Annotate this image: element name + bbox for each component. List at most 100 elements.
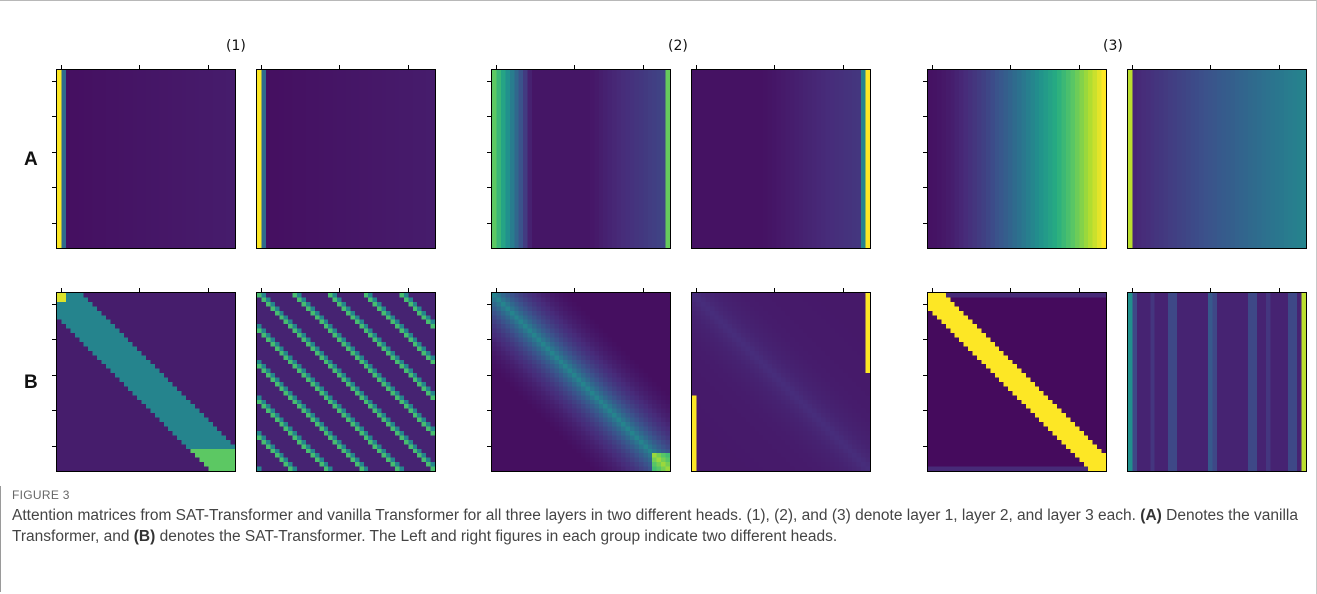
- x-axis-tick: [1209, 288, 1211, 292]
- heatmap-grid: [1128, 293, 1306, 471]
- y-axis-tick: [923, 223, 927, 225]
- x-axis-tick: [931, 288, 933, 292]
- x-axis-tick: [495, 65, 497, 69]
- x-axis-tick: [1131, 65, 1133, 69]
- y-axis-tick: [52, 80, 56, 82]
- heatmap-a2-right: [691, 65, 871, 249]
- y-axis-tick: [487, 223, 491, 225]
- y-axis-tick: [487, 151, 491, 153]
- y-axis-tick: [52, 410, 56, 412]
- y-axis-tick: [52, 303, 56, 305]
- x-axis-tick: [643, 288, 645, 292]
- y-axis-tick: [52, 151, 56, 153]
- y-axis-tick: [923, 339, 927, 341]
- heatmap-grid: [492, 70, 670, 248]
- y-axis-tick: [923, 410, 927, 412]
- row-label-b: B: [24, 372, 38, 393]
- figure-label: FIGURE 3: [12, 488, 70, 502]
- y-axis-tick: [52, 116, 56, 118]
- heatmap-grid: [57, 70, 235, 248]
- heatmap-b2-left: [487, 288, 671, 472]
- y-axis-tick: [487, 303, 491, 305]
- x-axis-tick: [695, 288, 697, 292]
- y-axis-tick: [487, 187, 491, 189]
- column-label-3: (3): [1103, 38, 1123, 54]
- y-axis-tick: [487, 80, 491, 82]
- y-axis-tick: [923, 303, 927, 305]
- y-axis-tick: [487, 339, 491, 341]
- x-axis-tick: [138, 288, 140, 292]
- heatmap-b3-right: [1127, 288, 1307, 472]
- x-axis-tick: [338, 288, 340, 292]
- caption-rule: [0, 486, 1, 592]
- x-axis-tick: [408, 65, 410, 69]
- x-axis-tick: [1009, 288, 1011, 292]
- x-axis-tick: [931, 65, 933, 69]
- x-axis-tick: [208, 288, 210, 292]
- y-axis-tick: [923, 116, 927, 118]
- heatmap-b2-right: [691, 288, 871, 472]
- y-axis-tick: [52, 374, 56, 376]
- x-axis-tick: [1131, 288, 1133, 292]
- heatmap-grid: [57, 293, 235, 471]
- row-label-a: A: [24, 149, 38, 170]
- heatmap-a3-left: [923, 65, 1107, 249]
- heatmap-a2-left: [487, 65, 671, 249]
- heatmap-grid: [257, 70, 435, 248]
- column-label-1: (1): [226, 38, 246, 54]
- y-axis-tick: [923, 374, 927, 376]
- x-axis-tick: [408, 288, 410, 292]
- heatmap-grid: [1128, 70, 1306, 248]
- heatmap-grid: [492, 293, 670, 471]
- x-axis-tick: [1079, 288, 1081, 292]
- x-axis-tick: [1079, 65, 1081, 69]
- x-axis-tick: [208, 65, 210, 69]
- caption-bold-a: (A): [1140, 507, 1162, 524]
- x-axis-tick: [260, 288, 262, 292]
- x-axis-tick: [260, 65, 262, 69]
- x-axis-tick: [1279, 65, 1281, 69]
- y-axis-tick: [487, 446, 491, 448]
- x-axis-tick: [1009, 65, 1011, 69]
- heatmap-b1-left: [52, 288, 236, 472]
- heatmap-b3-left: [923, 288, 1107, 472]
- heatmap-a1-left: [52, 65, 236, 249]
- x-axis-tick: [843, 65, 845, 69]
- x-axis-tick: [573, 65, 575, 69]
- y-axis-tick: [487, 374, 491, 376]
- x-axis-tick: [695, 65, 697, 69]
- heatmap-grid: [928, 70, 1106, 248]
- figure-caption: Attention matrices from SAT-Transformer …: [12, 505, 1307, 547]
- x-axis-tick: [60, 65, 62, 69]
- heatmap-a1-right: [256, 65, 436, 249]
- heatmap-grid: [692, 70, 870, 248]
- x-axis-tick: [338, 65, 340, 69]
- x-axis-tick: [773, 65, 775, 69]
- y-axis-tick: [923, 446, 927, 448]
- x-axis-tick: [60, 288, 62, 292]
- heatmap-a3-right: [1127, 65, 1307, 249]
- y-axis-tick: [52, 339, 56, 341]
- x-axis-tick: [138, 65, 140, 69]
- caption-text-2: Denotes the vanilla Transformer, and: [12, 507, 1298, 545]
- y-axis-tick: [923, 187, 927, 189]
- x-axis-tick: [773, 288, 775, 292]
- y-axis-tick: [487, 410, 491, 412]
- x-axis-tick: [843, 288, 845, 292]
- caption-text-3: denotes the SAT-Transformer. The Left an…: [159, 528, 838, 545]
- x-axis-tick: [1279, 288, 1281, 292]
- caption-text-1: Attention matrices from SAT-Transformer …: [12, 507, 1136, 524]
- x-axis-tick: [1209, 65, 1211, 69]
- y-axis-tick: [52, 187, 56, 189]
- y-axis-tick: [923, 151, 927, 153]
- heatmap-grid: [692, 293, 870, 471]
- y-axis-tick: [487, 116, 491, 118]
- heatmap-b1-right: [256, 288, 436, 472]
- heatmap-grid: [928, 293, 1106, 471]
- y-axis-tick: [923, 80, 927, 82]
- x-axis-tick: [495, 288, 497, 292]
- x-axis-tick: [643, 65, 645, 69]
- y-axis-tick: [52, 223, 56, 225]
- x-axis-tick: [573, 288, 575, 292]
- column-label-2: (2): [668, 38, 688, 54]
